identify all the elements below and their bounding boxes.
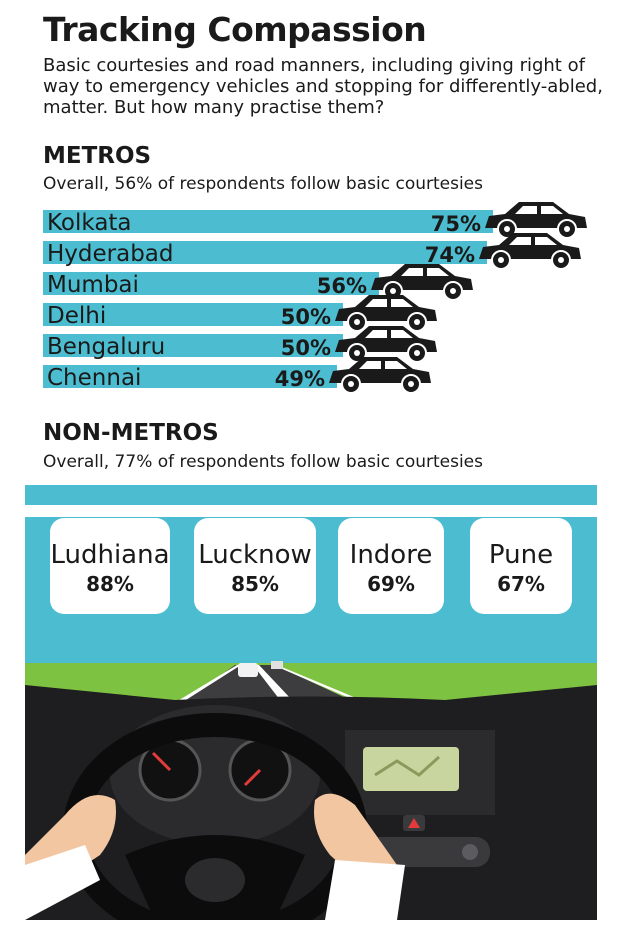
bar-category-label: Mumbai	[47, 272, 139, 298]
tachometer-needle	[243, 768, 262, 787]
bar-delhi	[43, 303, 343, 326]
bar-category-label: Hyderabad	[47, 241, 174, 267]
car-icon	[335, 295, 437, 332]
bar-category-label: Delhi	[47, 303, 106, 329]
car-icon	[479, 233, 581, 270]
hazard-icon	[408, 818, 420, 828]
page-subtitle: Basic courtesies and road manners, inclu…	[43, 55, 603, 118]
city-card-lucknow: Lucknow 85%	[194, 518, 316, 614]
non-metros-overall: Overall, 77% of respondents follow basic…	[43, 452, 483, 472]
city-value: 85%	[231, 572, 279, 596]
city-name: Lucknow	[198, 540, 312, 570]
city-name: Indore	[349, 540, 433, 570]
distant-car	[238, 663, 258, 677]
bar-value-label: 75%	[431, 212, 481, 236]
bar-category-label: Chennai	[47, 365, 141, 391]
speedometer-needle	[151, 751, 172, 772]
city-name: Pune	[488, 540, 554, 570]
car-icon	[335, 326, 437, 363]
bar-value-label: 50%	[281, 336, 331, 360]
city-card-ludhiana: Ludhiana 88%	[50, 518, 170, 614]
left-sleeve	[25, 845, 100, 920]
climate-knob-right	[462, 844, 478, 860]
bar-value-label: 50%	[281, 305, 331, 329]
city-value: 88%	[86, 572, 134, 596]
bar-kolkata	[43, 210, 493, 233]
bar-value-label: 74%	[425, 243, 475, 267]
bar-mumbai	[43, 272, 379, 295]
steering-wheel-center	[185, 858, 245, 902]
bar-value-label: 49%	[275, 367, 325, 391]
bar-category-label: Bengaluru	[47, 334, 165, 360]
car-icon	[371, 264, 473, 301]
bar-hyderabad	[43, 241, 487, 264]
bar-value-label: 56%	[317, 274, 367, 298]
bar-chennai	[43, 365, 337, 388]
city-card-indore: Indore 69%	[338, 518, 444, 614]
overhead-sign-strip	[25, 505, 597, 517]
metros-overall: Overall, 56% of respondents follow basic…	[43, 174, 483, 194]
car-icon	[329, 357, 431, 394]
car-icon	[485, 202, 587, 239]
city-name: Ludhiana	[50, 540, 170, 570]
bar-category-label: Kolkata	[47, 210, 132, 236]
city-value: 69%	[367, 572, 415, 596]
gps-route	[374, 755, 441, 777]
city-value: 67%	[497, 572, 545, 596]
metros-bar-chart: Kolkata 75% Hyderabad 74% Mumbai 56% Delhi 50% B…	[43, 202, 587, 394]
city-card-pune: Pune 67%	[470, 518, 572, 614]
right-sleeve	[325, 860, 405, 920]
non-metros-heading: NON-METROS	[43, 420, 219, 446]
page-title: Tracking Compassion	[43, 10, 427, 49]
metros-heading: METROS	[43, 143, 152, 169]
bar-bengaluru	[43, 334, 343, 357]
distant-truck	[271, 661, 283, 669]
